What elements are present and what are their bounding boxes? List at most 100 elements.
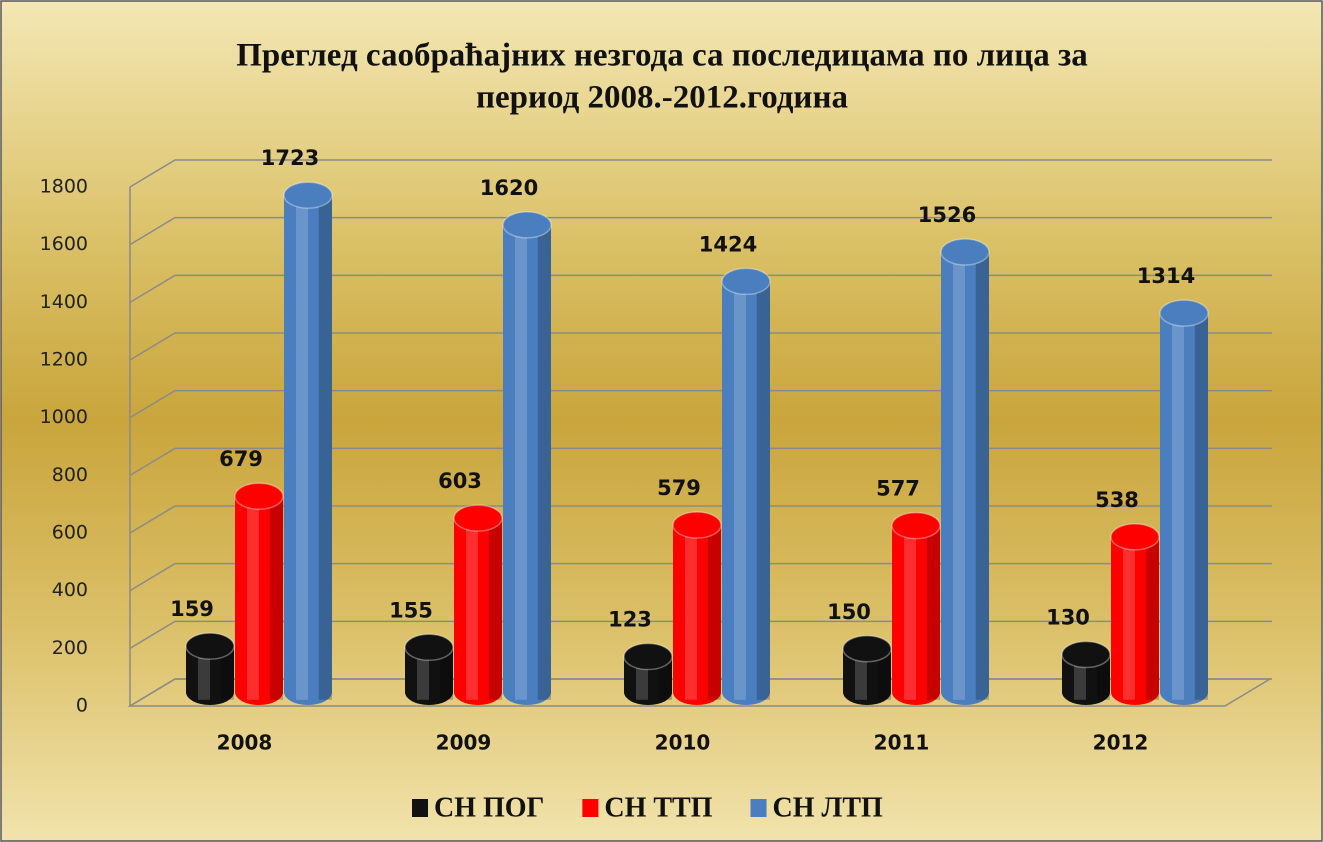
data-label: 150 [827,600,871,624]
data-label: 1424 [699,232,757,256]
y-tick-label: 800 [52,464,88,486]
data-label: 1526 [918,203,976,227]
cylinder-body [722,281,770,705]
x-tick-label: 2009 [436,731,492,755]
cylinder-edge [877,648,891,700]
grid-line [129,216,1272,246]
cylinder-body [1111,536,1159,705]
cylinder [1110,523,1160,705]
cylinder-top [891,511,941,540]
x-tick-label: 2012 [1093,731,1149,755]
cylinder-edge [975,252,989,700]
y-tick-label: 1600 [40,233,88,255]
y-tick-label: 600 [52,522,88,544]
cylinder-top [453,504,503,532]
cylinder-top [1061,640,1111,669]
cylinder [283,181,333,705]
cylinder-edge [756,281,770,700]
cylinder-highlight [247,496,259,700]
data-label: 538 [1095,488,1139,512]
cylinder-top [283,181,333,209]
cylinder-highlight [296,195,308,700]
cylinder-body [186,646,234,705]
y-tick-label: 1800 [40,176,88,198]
cylinder-edge [488,518,502,700]
cylinder-top [502,211,552,239]
cylinder-edge [269,496,283,700]
cylinder-body [1062,654,1110,705]
cylinder-body [843,648,891,705]
cylinder [185,632,235,705]
cylinder [1061,640,1111,705]
cylinder [721,267,771,705]
y-tick-label: 200 [52,637,88,659]
cylinder [453,504,503,705]
cylinder-highlight [466,518,478,700]
y-tick-label: 1400 [40,291,88,313]
cylinder-body [1160,313,1208,705]
y-tick-label: 0 [76,695,88,717]
cylinder [234,482,284,705]
cylinder-highlight [685,525,697,700]
cylinder-edge [926,525,940,700]
cylinder-highlight [417,647,429,700]
cylinder-edge [318,195,332,700]
cylinder-body [503,224,551,705]
data-label: 577 [876,477,920,501]
cylinder [404,633,454,705]
legend-swatch [750,799,767,817]
x-tick-label: 2010 [655,731,711,755]
cylinder-top [185,632,235,660]
grid-line [129,159,1272,188]
y-tick-label: 1200 [40,349,88,371]
cylinder [842,635,892,705]
x-tick-label: 2008 [217,731,273,755]
data-label: 123 [608,608,652,632]
cylinder [891,511,941,705]
cylinder-top [940,238,990,266]
cylinder [672,511,722,705]
cylinder-body [454,518,502,705]
grid-line [129,505,1272,534]
data-label: 1620 [480,176,538,200]
grid-line [129,274,1272,303]
cylinder-highlight [904,525,916,700]
data-label: 679 [219,447,263,471]
cylinder-top [842,635,892,663]
cylinder-edge [439,647,453,700]
cylinder-body [405,647,453,705]
cylinder-highlight [953,252,965,700]
cylinder [1159,299,1209,705]
cylinder [623,642,673,705]
cylinder-highlight [198,646,210,700]
cylinder-edge [658,656,672,700]
cylinder-top [1159,299,1209,327]
cylinder-edge [537,224,551,700]
legend-label: СН ЛТП [773,792,884,823]
cylinder-body [624,656,672,705]
cylinder-edge [220,646,234,700]
legend-label: СН ТТП [604,792,712,823]
cylinder-edge [707,525,721,700]
data-label: 1314 [1137,264,1195,288]
cylinder-highlight [515,224,527,700]
cylinder-top [672,511,722,539]
grid-line [129,332,1272,361]
data-label: 1723 [261,146,319,170]
cylinder-top [721,267,771,296]
cylinder [502,211,552,705]
data-label: 159 [170,597,214,621]
data-label: 155 [389,598,433,622]
x-tick-label: 2011 [874,731,930,755]
chart-title: период 2008.-2012.година [476,80,848,116]
cylinder-body [941,252,989,705]
cylinder-body [235,496,283,705]
cylinder-highlight [1172,313,1184,700]
cylinder-top [623,642,673,671]
cylinder-body [892,525,940,705]
y-tick-label: 400 [52,579,88,601]
cylinder-body [284,195,332,705]
legend-swatch [412,799,428,817]
cylinder-edge [1096,654,1110,700]
